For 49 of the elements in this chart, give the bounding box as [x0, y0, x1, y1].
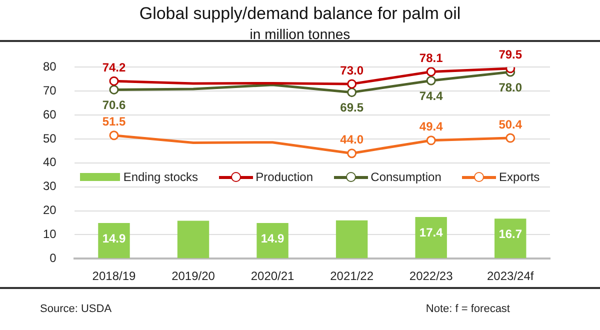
y-tick-label: 0 — [50, 250, 57, 265]
chart-subtitle: in million tonnes — [248, 26, 352, 42]
legend-label: Production — [256, 170, 314, 184]
source-note: Source: USDA — [40, 303, 112, 315]
y-tick-label: 70 — [42, 83, 57, 98]
data-label: 74.4 — [419, 88, 444, 103]
y-tick-label: 50 — [42, 131, 57, 146]
point — [506, 133, 516, 143]
x-tick-label: 2020/21 — [250, 269, 295, 284]
legend-label: Consumption — [370, 170, 442, 184]
point — [347, 79, 357, 89]
data-label: 44.0 — [340, 132, 364, 147]
point — [109, 84, 119, 94]
y-tick-label: 30 — [42, 179, 57, 194]
x-tick-label: 2018/19 — [92, 269, 136, 284]
legend-label: Ending stocks — [123, 170, 198, 184]
point — [347, 148, 357, 158]
y-tick-label: 40 — [42, 155, 57, 170]
point — [109, 76, 119, 86]
data-label: 78.0 — [498, 80, 522, 94]
data-label: 16.7 — [498, 226, 522, 241]
point — [426, 67, 436, 76]
y-tick-label: 80 — [42, 60, 57, 74]
x-tick-label: 2021/22 — [330, 269, 374, 284]
data-label: 74.2 — [102, 60, 126, 74]
point — [347, 88, 357, 98]
data-label: 14.9 — [102, 231, 126, 246]
data-label: 14.9 — [260, 231, 285, 246]
x-tick-label: 2019/20 — [172, 269, 216, 284]
data-label: 69.5 — [340, 100, 364, 115]
data-label: 73.0 — [340, 63, 364, 78]
point — [426, 136, 436, 146]
data-label: 50.4 — [498, 117, 522, 132]
y-tick-label: 60 — [42, 107, 57, 122]
point — [426, 76, 436, 86]
text: Note: f = forecast — [426, 303, 510, 315]
legend-label: Exports — [499, 170, 540, 184]
data-label: 70.6 — [102, 98, 126, 112]
data-label: 79.5 — [498, 48, 522, 62]
y-tick-label: 20 — [42, 203, 57, 218]
point — [109, 130, 119, 140]
data-label: 78.1 — [419, 51, 444, 66]
y-tick-label: 10 — [42, 226, 57, 241]
x-tick-label: 2022/23 — [409, 269, 454, 284]
data-label: 17.4 — [419, 225, 444, 240]
data-label: 51.5 — [102, 114, 126, 129]
data-label: 49.4 — [419, 120, 444, 134]
chart-title: Global supply/demand balance for palm oil — [138, 4, 462, 24]
x-tick-label: 2023/24f — [487, 269, 534, 284]
